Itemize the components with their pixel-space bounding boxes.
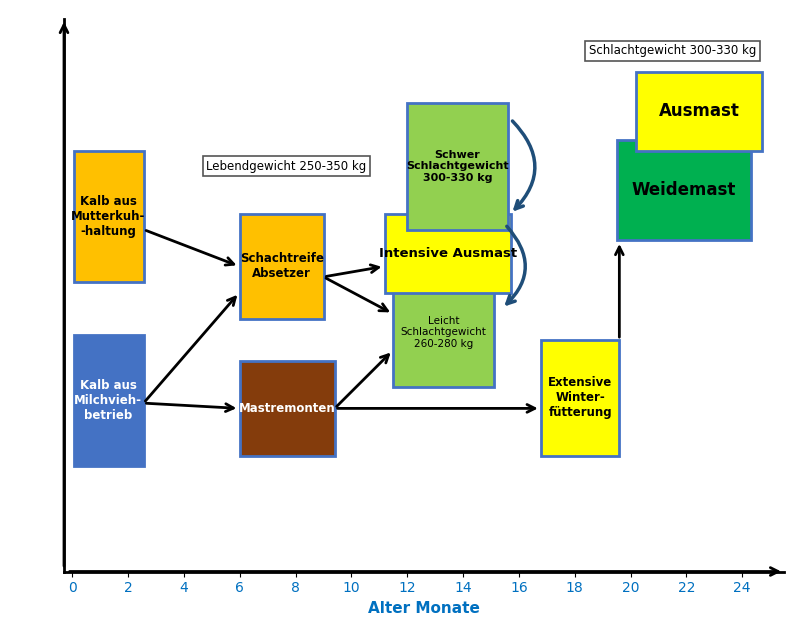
Text: Schwer
Schlachtgewicht
300-330 kg: Schwer Schlachtgewicht 300-330 kg <box>406 150 509 183</box>
Text: Intensive Ausmast: Intensive Ausmast <box>378 246 517 260</box>
Text: Mastremonten: Mastremonten <box>239 402 336 415</box>
FancyBboxPatch shape <box>240 214 323 319</box>
Text: Kalb aus
Milchvieh-
betrieb: Kalb aus Milchvieh- betrieb <box>74 379 142 422</box>
Text: Schachtreife
Absetzer: Schachtreife Absetzer <box>240 252 324 280</box>
FancyBboxPatch shape <box>636 72 762 150</box>
Text: Leicht
Schlachtgewicht
260-280 kg: Leicht Schlachtgewicht 260-280 kg <box>401 316 486 349</box>
FancyBboxPatch shape <box>542 340 619 456</box>
FancyBboxPatch shape <box>407 104 508 229</box>
Text: Schlachtgewicht 300-330 kg: Schlachtgewicht 300-330 kg <box>589 44 756 57</box>
X-axis label: Alter Monate: Alter Monate <box>368 601 480 616</box>
Text: Kalb aus
Mutterkuh-
-haltung: Kalb aus Mutterkuh- -haltung <box>71 195 146 238</box>
FancyBboxPatch shape <box>74 335 143 466</box>
Text: Extensive
Winter-
fütterung: Extensive Winter- fütterung <box>548 377 613 419</box>
Text: Lebendgewicht 250-350 kg: Lebendgewicht 250-350 kg <box>206 160 366 173</box>
FancyBboxPatch shape <box>74 150 143 282</box>
FancyBboxPatch shape <box>385 214 510 293</box>
FancyBboxPatch shape <box>240 361 334 456</box>
FancyBboxPatch shape <box>617 140 750 240</box>
Text: Weidemast: Weidemast <box>631 181 736 199</box>
FancyBboxPatch shape <box>394 277 494 387</box>
Text: Ausmast: Ausmast <box>658 102 739 120</box>
